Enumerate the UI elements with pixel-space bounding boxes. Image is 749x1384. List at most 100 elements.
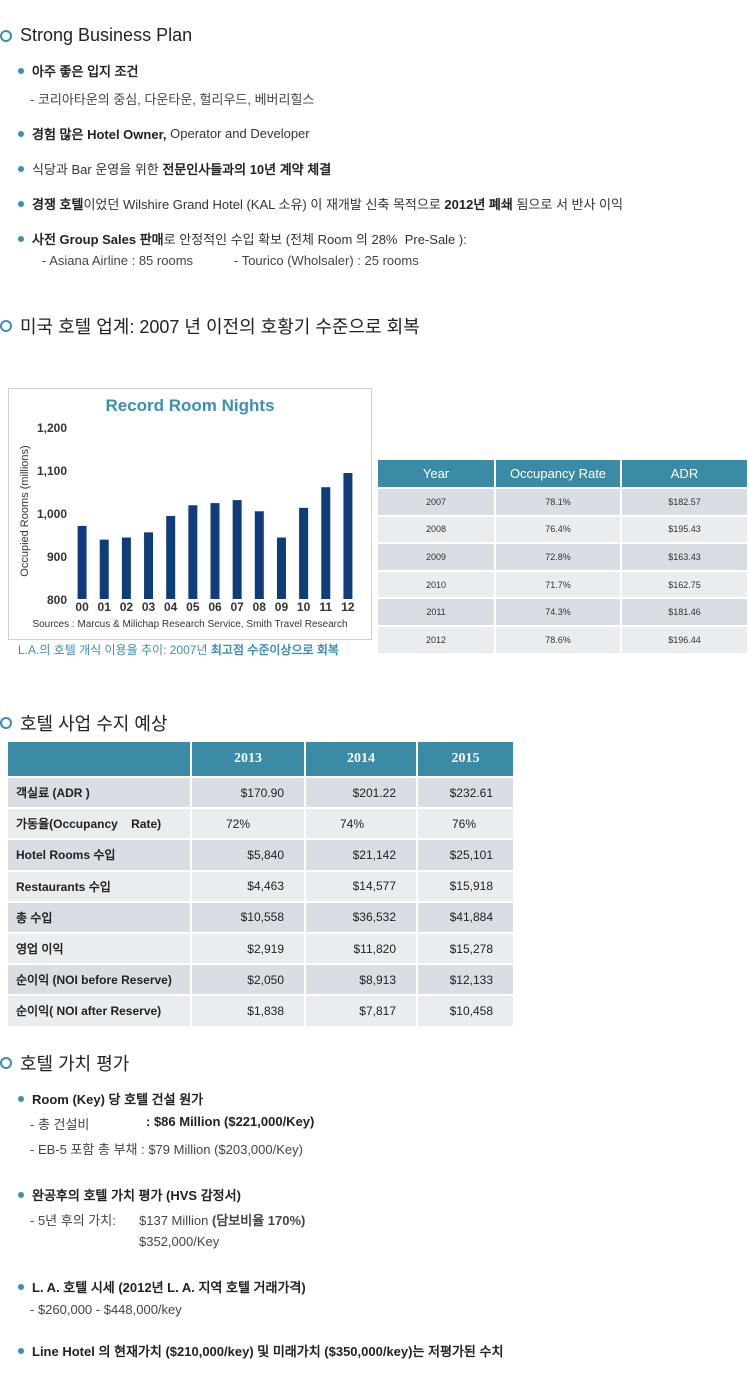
cell-year: 2011 (378, 597, 496, 626)
cell-value: $1,838 (191, 994, 306, 1026)
section-title-valuation: 호텔 가치 평가 (0, 1050, 129, 1076)
cell-value: $25,101 (417, 838, 515, 871)
table-row: Hotel Rooms 수입 $5,840 $21,142 $25,101 (8, 838, 515, 871)
bullet-text: Line Hotel 의 현재가치 ($210,000/key) 및 미래가치 … (32, 1344, 504, 1359)
x-tick-label: 03 (142, 600, 156, 614)
header-occupancy: Occupancy Rate (495, 460, 622, 488)
sub-eb5-debt: - EB-5 포함 총 부채 : $79 Million ($203,000/K… (30, 1142, 303, 1157)
chart-bar (144, 532, 154, 599)
row-label: 순이익( NOI after Reserve) (8, 994, 192, 1026)
x-tick-label: 07 (230, 600, 244, 614)
table-row: 총 수입 $10,558 $36,532 $41,884 (8, 900, 515, 933)
sub-total-cost-label: - 총 건설비 (30, 1117, 90, 1132)
row-label: 가동율(Occupancy Rate) (8, 807, 192, 840)
bullet-text: L. A. 호텔 시세 (2012년 L. A. 지역 호텔 거래가격) (32, 1280, 306, 1295)
cell-value: $11,820 (305, 931, 418, 965)
header-adr: ADR (621, 460, 749, 488)
table-row: 영업 이익 $2,919 $11,820 $15,278 (8, 931, 515, 965)
cell-value: $170.90 (191, 775, 306, 809)
bullet-text: Operator and Developer (166, 126, 310, 141)
dot-bullet-icon (18, 130, 24, 137)
cell-adr: $163.43 (621, 542, 749, 571)
cell-year: 2010 (378, 569, 496, 599)
chart-bar (299, 507, 309, 599)
x-tick-label: 01 (98, 600, 112, 614)
sub-total-cost-value: : $86 Million ($221,000/Key) (146, 1114, 315, 1129)
header-year: Year (378, 460, 496, 488)
chart-bar (343, 473, 353, 599)
cell-value: $2,919 (191, 931, 306, 965)
bullet-la-market: L. A. 호텔 시세 (2012년 L. A. 지역 호텔 거래가격) (18, 1277, 306, 1296)
dot-bullet-icon (18, 1283, 24, 1290)
header-blank (8, 742, 192, 777)
row-label: Hotel Rooms 수입 (8, 838, 192, 871)
cell-value: $2,050 (191, 963, 306, 996)
bullet-bold-text: 경쟁 호텔 (32, 197, 84, 212)
chart-bar (121, 537, 131, 599)
chart-bar (321, 487, 331, 599)
bullet-text: 식당과 Bar 운영을 위한 (32, 162, 163, 177)
sub-5yr-value-text: $137 Million (139, 1213, 212, 1228)
section-title-text: Strong Business Plan (20, 25, 193, 45)
x-tick-label: 00 (75, 600, 89, 614)
x-tick-label: 04 (164, 600, 178, 614)
chart-title: Record Room Nights (105, 396, 274, 415)
section-title-forecast: 호텔 사업 수지 예상 (0, 710, 167, 736)
bullet-location: 아주 좋은 입지 조건 (18, 61, 139, 80)
cell-occupancy: 72.8% (495, 542, 622, 571)
ring-bullet-icon (0, 717, 12, 729)
cell-value: $12,133 (417, 963, 515, 996)
table-row: 2010 71.7% $162.75 (378, 569, 749, 599)
dot-bullet-icon (18, 235, 24, 242)
table-row: 2011 74.3% $181.46 (378, 597, 749, 626)
occupancy-header-row: Year Occupancy Rate ADR (378, 460, 749, 488)
chart-bar (254, 511, 264, 599)
header-2013: 2013 (191, 742, 306, 777)
chart-bar (166, 516, 176, 599)
table-row: 2007 78.1% $182.57 (378, 487, 749, 516)
x-tick-label: 12 (341, 600, 355, 614)
cell-value: 72% (191, 807, 306, 840)
sub-asiana: - Asiana Airline : 85 rooms (42, 253, 194, 268)
cell-year: 2007 (378, 487, 496, 516)
caption-bold-text: 최고점 수준이상으로 회복 (210, 643, 339, 657)
dot-bullet-icon (18, 165, 24, 172)
cell-value: $10,558 (191, 900, 306, 933)
bullet-text: 됨으로 서 반사 이익 (512, 197, 623, 212)
y-tick-label: 1,100 (37, 464, 67, 478)
forecast-header-row: 2013 2014 2015 (8, 742, 515, 777)
ring-bullet-icon (0, 320, 12, 332)
bullet-bold-text: 사전 Group Sales 판매 (32, 232, 164, 247)
section-title-text: 호텔 가치 평가 (20, 1054, 130, 1074)
row-label: 객실료 (ADR ) (8, 775, 192, 809)
cell-adr: $162.75 (621, 569, 749, 599)
chart-bar (99, 539, 109, 599)
cell-adr: $196.44 (621, 624, 749, 653)
chart-bar (188, 505, 198, 599)
bullet-owner: 경험 많은 Hotel Owner, Operator and Develope… (18, 124, 310, 143)
chart-bar (77, 525, 87, 599)
chart-bar (210, 503, 220, 599)
cell-value: $201.22 (305, 775, 418, 809)
row-label: 순이익 (NOI before Reserve) (8, 963, 192, 996)
sub-per-key: $352,000/Key (139, 1234, 220, 1249)
cell-occupancy: 71.7% (495, 569, 622, 599)
chart-ylabel: Occupied Rooms (millions) (19, 445, 31, 576)
cell-value: $8,913 (305, 963, 418, 996)
bullet-text: 완공후의 호텔 가치 평가 (HVS 감정서) (32, 1188, 241, 1203)
sub-tourico: - Tourico (Wholsaler) : 25 rooms (234, 253, 419, 268)
bullet-bold-text: 2012년 폐쇄 (444, 197, 513, 212)
occupancy-table: Year Occupancy Rate ADR 2007 78.1% $182.… (378, 460, 749, 653)
section-title-text: 미국 호텔 업계: 2007 년 이전의 호황기 수준으로 회복 (20, 317, 420, 337)
cell-value: $14,577 (305, 869, 418, 902)
x-tick-label: 02 (120, 600, 134, 614)
cell-value: $10,458 (417, 994, 515, 1026)
cell-value: 76% (417, 807, 515, 840)
bullet-competitor: 경쟁 호텔 이었던 Wilshire Grand Hotel (KAL 소유) … (18, 194, 623, 213)
bullet-construction-cost: Room (Key) 당 호텔 건설 원가 (18, 1089, 203, 1108)
cell-value: $7,817 (305, 994, 418, 1026)
cell-occupancy: 76.4% (495, 514, 622, 544)
row-label: 영업 이익 (8, 931, 192, 965)
table-row: 2012 78.6% $196.44 (378, 624, 749, 653)
chart-bar (276, 537, 286, 599)
